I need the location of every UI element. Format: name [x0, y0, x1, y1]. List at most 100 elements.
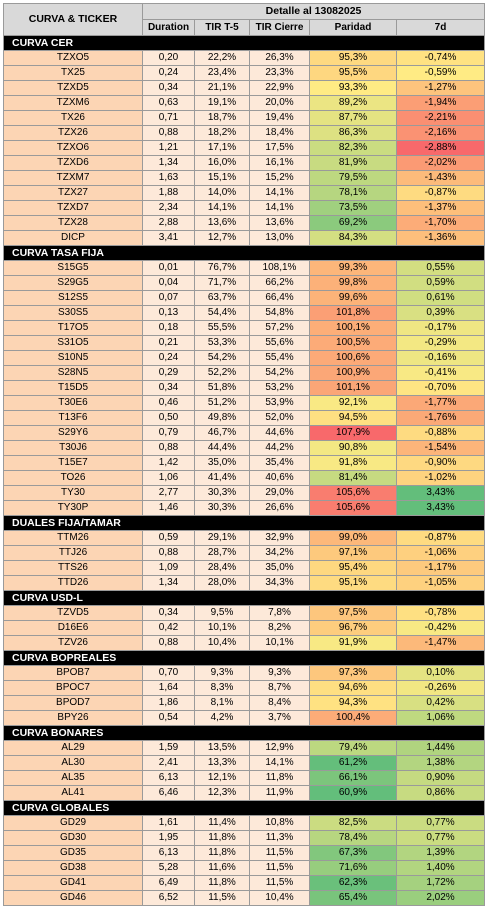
ticker: TY30P	[3, 500, 143, 516]
paridad: 99,0%	[309, 530, 397, 546]
tir-cierre: 35,4%	[249, 455, 310, 471]
change-7d: 1,40%	[395, 860, 486, 876]
data-row: S29G5 0,04 71,7% 66,2% 99,8% 0,59%	[3, 275, 486, 291]
data-row: DICP 3,41 12,7% 13,0% 84,3% -1,36%	[3, 230, 486, 246]
tir-cierre: 44,6%	[249, 425, 310, 441]
section-title: CURVA BOPREALES	[2, 650, 486, 666]
change-7d: -1,54%	[395, 440, 486, 456]
tir-t5: 17,1%	[194, 140, 250, 156]
change-7d: -0,74%	[395, 50, 486, 66]
change-7d: -1,37%	[395, 200, 486, 216]
section-title: CURVA GLOBALES	[2, 800, 486, 816]
duration: 0,34	[142, 380, 195, 396]
paridad: 105,6%	[309, 500, 397, 516]
tir-t5: 12,3%	[194, 785, 250, 801]
duration: 6,13	[142, 845, 195, 861]
ticker: GD30	[3, 830, 143, 846]
column-header: TIR T-5	[194, 19, 250, 36]
tir-cierre: 66,2%	[249, 275, 310, 291]
change-7d: -2,16%	[395, 125, 486, 141]
change-7d: -0,17%	[395, 320, 486, 336]
duration: 0,21	[142, 335, 195, 351]
tir-t5: 14,0%	[194, 185, 250, 201]
duration: 0,88	[142, 440, 195, 456]
ticker: T30E6	[3, 395, 143, 411]
data-row: BPY26 0,54 4,2% 3,7% 100,4% 1,06%	[3, 710, 486, 726]
tir-t5: 23,4%	[194, 65, 250, 81]
tir-t5: 8,3%	[194, 680, 250, 696]
data-row: TZXM6 0,63 19,1% 20,0% 89,2% -1,94%	[3, 95, 486, 111]
data-row: TZXM7 1,63 15,1% 15,2% 79,5% -1,43%	[3, 170, 486, 186]
tir-cierre: 14,1%	[249, 200, 310, 216]
tir-cierre: 44,2%	[249, 440, 310, 456]
duration: 1,46	[142, 500, 195, 516]
column-header: Paridad	[309, 19, 397, 36]
tir-cierre: 18,4%	[249, 125, 310, 141]
change-7d: -1,77%	[395, 395, 486, 411]
tir-cierre: 11,5%	[249, 875, 310, 891]
data-row: S15G5 0,01 76,7% 108,1% 99,3% 0,55%	[3, 260, 486, 276]
data-row: BPOD7 1,86 8,1% 8,4% 94,3% 0,42%	[3, 695, 486, 711]
change-7d: -0,41%	[395, 365, 486, 381]
tir-t5: 11,4%	[194, 815, 250, 831]
tir-t5: 19,1%	[194, 95, 250, 111]
paridad: 107,9%	[309, 425, 397, 441]
change-7d: 1,38%	[395, 755, 486, 771]
ticker: S28N5	[3, 365, 143, 381]
duration: 0,01	[142, 260, 195, 276]
tir-t5: 11,6%	[194, 860, 250, 876]
duration: 1,63	[142, 170, 195, 186]
tir-cierre: 9,3%	[249, 665, 310, 681]
tir-t5: 71,7%	[194, 275, 250, 291]
tir-cierre: 8,4%	[249, 695, 310, 711]
ticker: TTD26	[3, 575, 143, 591]
duration: 0,34	[142, 80, 195, 96]
ticker: T13F6	[3, 410, 143, 426]
tir-t5: 51,2%	[194, 395, 250, 411]
paridad: 100,9%	[309, 365, 397, 381]
paridad: 100,5%	[309, 335, 397, 351]
ticker: D16E6	[3, 620, 143, 636]
section-row: CURVA GLOBALES	[2, 800, 486, 816]
ticker: T17O5	[3, 320, 143, 336]
ticker: TTJ26	[3, 545, 143, 561]
bond-table: CURVA & TICKER Detalle al 13082025 Durat…	[2, 3, 486, 906]
ticker: GD38	[3, 860, 143, 876]
change-7d: 1,44%	[395, 740, 486, 756]
ticker: BPOB7	[3, 665, 143, 681]
data-row: S12S5 0,07 63,7% 66,4% 99,6% 0,61%	[3, 290, 486, 306]
duration: 0,29	[142, 365, 195, 381]
duration: 1,42	[142, 455, 195, 471]
paridad: 67,3%	[309, 845, 397, 861]
tir-cierre: 11,5%	[249, 845, 310, 861]
tir-t5: 8,1%	[194, 695, 250, 711]
section-row: CURVA CER	[2, 35, 486, 51]
tir-cierre: 26,3%	[249, 50, 310, 66]
tir-cierre: 3,7%	[249, 710, 310, 726]
change-7d: 0,77%	[395, 815, 486, 831]
change-7d: -0,59%	[395, 65, 486, 81]
tir-t5: 53,3%	[194, 335, 250, 351]
tir-cierre: 8,7%	[249, 680, 310, 696]
ticker: TX26	[3, 110, 143, 126]
duration: 0,34	[142, 605, 195, 621]
duration: 0,07	[142, 290, 195, 306]
ticker: TZX28	[3, 215, 143, 231]
paridad: 81,9%	[309, 155, 397, 171]
data-row: T30E6 0,46 51,2% 53,9% 92,1% -1,77%	[3, 395, 486, 411]
ticker: T15E7	[3, 455, 143, 471]
ticker: DICP	[3, 230, 143, 246]
data-row: TX25 0,24 23,4% 23,3% 95,5% -0,59%	[3, 65, 486, 81]
data-row: T13F6 0,50 49,8% 52,0% 94,5% -1,76%	[3, 410, 486, 426]
tir-cierre: 10,1%	[249, 635, 310, 651]
paridad: 79,5%	[309, 170, 397, 186]
ticker: S12S5	[3, 290, 143, 306]
paridad: 78,1%	[309, 185, 397, 201]
change-7d: -1,02%	[395, 470, 486, 486]
tir-cierre: 54,8%	[249, 305, 310, 321]
duration: 1,95	[142, 830, 195, 846]
paridad: 87,7%	[309, 110, 397, 126]
data-row: TTM26 0,59 29,1% 32,9% 99,0% -0,87%	[3, 530, 486, 546]
data-row: GD30 1,95 11,8% 11,3% 78,4% 0,77%	[3, 830, 486, 846]
duration: 1,06	[142, 470, 195, 486]
